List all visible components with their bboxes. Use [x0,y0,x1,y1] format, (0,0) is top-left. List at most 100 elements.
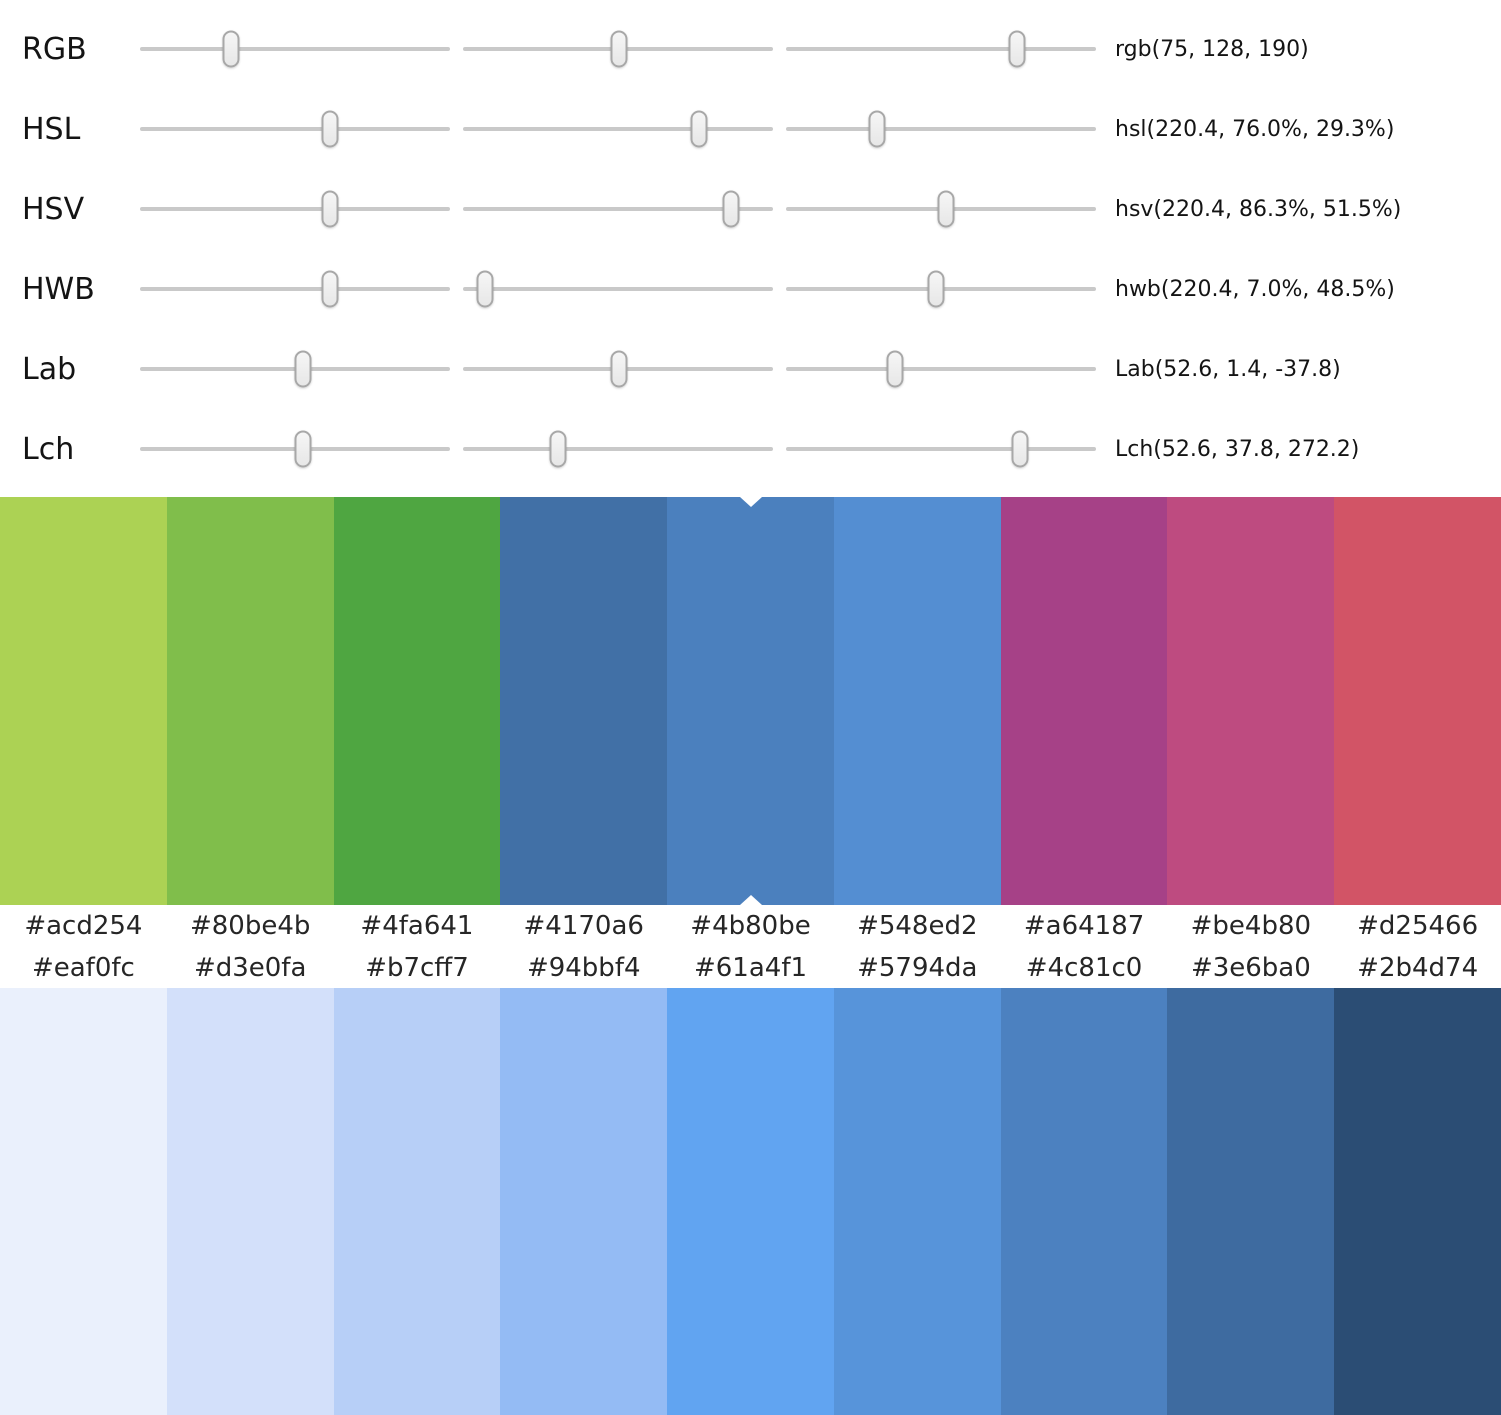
hex-label: #4b80be [690,911,811,941]
shade-swatch[interactable] [0,988,167,1415]
color-slider-panel: RGB rgb(75, 128, 190) HSL hsl(220.4, 76.… [0,0,1501,497]
hex-label: #2b4d74 [1357,952,1479,983]
rgb-green-slider[interactable] [463,29,773,69]
hsl-value-readout: hsl(220.4, 76.0%, 29.3%) [1115,116,1395,142]
slider-thumb[interactable] [321,270,339,308]
selection-notch-top-icon [739,497,762,507]
hex-label: #be4b80 [1190,911,1312,941]
slider-thumb[interactable] [294,350,312,388]
hue-swatch[interactable] [1167,497,1335,905]
slider-row-label: RGB [22,31,87,67]
shade-hex-label-row: #eaf0fc #d3e0fa #b7cff7 #94bbf4 #61a4f1 … [0,947,1501,988]
hue-swatch[interactable] [0,497,167,905]
hsv-saturation-slider[interactable] [463,189,773,229]
hex-label: #3e6ba0 [1190,952,1311,983]
hue-swatch[interactable] [1000,497,1168,905]
hsv-value-slider[interactable] [786,189,1096,229]
slider-row-label: Lch [22,431,75,467]
shade-swatch[interactable] [1167,988,1335,1415]
hex-label: #4c81c0 [1025,952,1143,983]
slider-tracks [140,269,1096,309]
slider-thumb[interactable] [722,190,740,228]
slider-thumb[interactable] [222,30,240,68]
slider-thumb[interactable] [868,110,886,148]
hue-hex-label-row: #acd254 #80be4b #4fa641 #4170a6 #4b80be … [0,905,1501,947]
rgb-red-slider[interactable] [140,29,450,69]
rgb-value-readout: rgb(75, 128, 190) [1115,36,1309,62]
slider-thumb[interactable] [321,190,339,228]
shade-swatch[interactable] [333,988,501,1415]
shade-swatch[interactable] [166,988,334,1415]
hsv-value-readout: hsv(220.4, 86.3%, 51.5%) [1115,196,1402,222]
slider-thumb[interactable] [321,110,339,148]
slider-row-lch: Lch Lch(52.6, 37.8, 272.2) [0,409,1501,489]
hue-swatch[interactable] [1334,497,1501,905]
rgb-blue-slider[interactable] [786,29,1096,69]
hex-label: #a64187 [1023,911,1145,941]
hex-label: #4170a6 [523,911,644,941]
hex-label: #d3e0fa [193,952,307,983]
slider-row-hsv: HSV hsv(220.4, 86.3%, 51.5%) [0,169,1501,249]
slider-thumb[interactable] [1008,30,1026,68]
slider-row-label: HSV [22,191,85,227]
slider-thumb[interactable] [610,350,628,388]
slider-thumb[interactable] [690,110,708,148]
hue-swatch-selected[interactable] [667,497,834,905]
slider-row-hwb: HWB hwb(220.4, 7.0%, 48.5%) [0,249,1501,329]
slider-thumb[interactable] [610,30,628,68]
lab-b-slider[interactable] [786,349,1096,389]
slider-thumb[interactable] [927,270,945,308]
hex-label: #d25466 [1357,911,1479,941]
hwb-value-readout: hwb(220.4, 7.0%, 48.5%) [1115,276,1395,302]
lab-value-readout: Lab(52.6, 1.4, -37.8) [1115,356,1341,382]
shade-palette [0,988,1501,1415]
shade-swatch[interactable] [500,988,668,1415]
hsl-hue-slider[interactable] [140,109,450,149]
slider-row-rgb: RGB rgb(75, 128, 190) [0,9,1501,89]
slider-row-label: HWB [22,271,95,307]
lab-l-slider[interactable] [140,349,450,389]
slider-row-label: HSL [22,111,81,147]
hwb-blackness-slider[interactable] [786,269,1096,309]
hsv-hue-slider[interactable] [140,189,450,229]
hwb-hue-slider[interactable] [140,269,450,309]
shade-swatch[interactable] [833,988,1001,1415]
lch-c-slider[interactable] [463,429,773,469]
hue-swatch[interactable] [166,497,334,905]
hue-palette [0,497,1501,905]
hex-label: #94bbf4 [526,952,641,983]
slider-thumb[interactable] [1011,430,1029,468]
hwb-whiteness-slider[interactable] [463,269,773,309]
hue-swatch[interactable] [333,497,501,905]
slider-row-label: Lab [22,351,77,387]
lch-l-slider[interactable] [140,429,450,469]
slider-thumb[interactable] [549,430,567,468]
hex-label: #4fa641 [360,911,474,941]
hue-swatch[interactable] [833,497,1001,905]
lab-a-slider[interactable] [463,349,773,389]
slider-thumb[interactable] [886,350,904,388]
hex-label: #80be4b [189,911,311,941]
shade-swatch[interactable] [1000,988,1168,1415]
shade-swatch[interactable] [667,988,834,1415]
hex-label: #b7cff7 [365,952,469,983]
slider-row-hsl: HSL hsl(220.4, 76.0%, 29.3%) [0,89,1501,169]
hex-label: #eaf0fc [31,952,135,983]
slider-tracks [140,429,1096,469]
slider-thumb[interactable] [937,190,955,228]
hsl-lightness-slider[interactable] [786,109,1096,149]
slider-tracks [140,189,1096,229]
selection-notch-bottom-icon [739,895,762,905]
slider-thumb[interactable] [476,270,494,308]
slider-row-lab: Lab Lab(52.6, 1.4, -37.8) [0,329,1501,409]
hex-label: #61a4f1 [693,952,808,983]
slider-tracks [140,109,1096,149]
slider-thumb[interactable] [294,430,312,468]
hex-label: #5794da [857,952,978,983]
hsl-saturation-slider[interactable] [463,109,773,149]
hue-swatch[interactable] [500,497,668,905]
hex-label: #acd254 [24,911,143,941]
lch-h-slider[interactable] [786,429,1096,469]
slider-tracks [140,349,1096,389]
shade-swatch[interactable] [1334,988,1501,1415]
